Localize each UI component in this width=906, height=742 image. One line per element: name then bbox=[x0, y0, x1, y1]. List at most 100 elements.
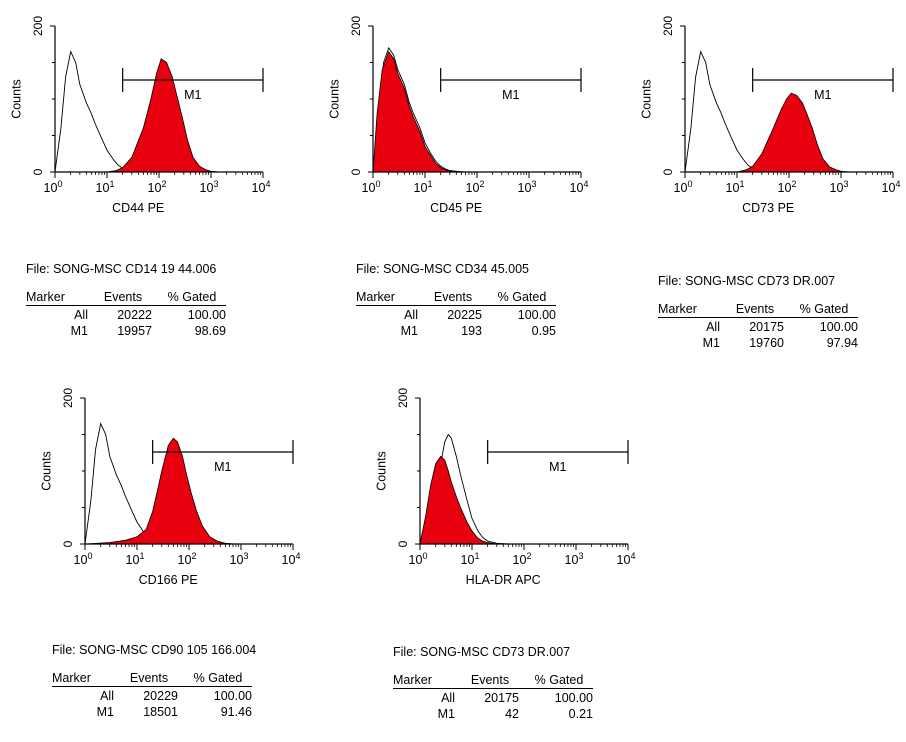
table-row: M1 193 0.95 bbox=[356, 322, 556, 338]
table-cell: All bbox=[404, 308, 418, 322]
file-title: File: SONG-MSC CD73 DR.007 bbox=[658, 274, 836, 288]
x-axis-label: HLA-DR APC bbox=[466, 573, 541, 587]
x-tick-label: 102 bbox=[148, 179, 167, 195]
x-tick-label: 104 bbox=[252, 179, 271, 195]
column-header: Marker bbox=[356, 290, 424, 306]
x-tick-label: 104 bbox=[882, 179, 901, 195]
table-cell: 20175 bbox=[749, 320, 784, 334]
stats-block: File: SONG-MSC CD14 19 44.006 Marker Eve… bbox=[26, 262, 226, 338]
column-header: Events bbox=[726, 302, 790, 318]
x-tick-label: 103 bbox=[565, 551, 584, 567]
x-tick-label: 104 bbox=[617, 551, 636, 567]
file-title: File: SONG-MSC CD34 45.005 bbox=[356, 262, 529, 276]
column-header: Events bbox=[461, 673, 525, 689]
stats-table: Marker Events % Gated All 20225 100.00 M… bbox=[356, 290, 556, 338]
column-header: % Gated bbox=[488, 290, 556, 306]
stats-table: Marker Events % Gated All 20175 100.00 M… bbox=[658, 302, 858, 350]
table-cell: All bbox=[441, 691, 455, 705]
table-cell: 19957 bbox=[117, 324, 152, 338]
y-tick-label: 200 bbox=[661, 16, 675, 36]
column-header: Events bbox=[94, 290, 158, 306]
y-axis-label: Counts bbox=[327, 79, 341, 119]
y-tick-label: 200 bbox=[61, 388, 75, 408]
y-tick-label: 200 bbox=[349, 16, 363, 36]
x-tick-label: 103 bbox=[200, 179, 219, 195]
x-tick-label: 101 bbox=[414, 179, 433, 195]
table-row: All 20225 100.00 bbox=[356, 306, 556, 322]
stats-block: File: SONG-MSC CD90 105 166.004 Marker E… bbox=[52, 643, 256, 719]
x-tick-label: 102 bbox=[513, 551, 532, 567]
table-cell: 98.69 bbox=[194, 324, 226, 338]
x-tick-label: 103 bbox=[518, 179, 537, 195]
table-row: All 20229 100.00 bbox=[52, 687, 252, 703]
column-header: % Gated bbox=[184, 671, 252, 687]
table-cell: 100.00 bbox=[554, 691, 593, 705]
x-tick-label: 102 bbox=[178, 551, 197, 567]
histogram-panel: 0 200 Counts 100 101 102 103 104 CD45 PE M1 bbox=[318, 8, 588, 228]
x-tick-label: 104 bbox=[570, 179, 589, 195]
table-cell: All bbox=[706, 320, 720, 334]
y-tick-label: 0 bbox=[349, 168, 363, 175]
table-row: All 20222 100.00 bbox=[26, 306, 226, 322]
table-cell: 100.00 bbox=[517, 308, 556, 322]
y-axis-label: Counts bbox=[9, 79, 23, 119]
series-stained-area bbox=[419, 455, 509, 545]
table-header-row: Marker Events % Gated bbox=[658, 302, 858, 318]
file-title: File: SONG-MSC CD73 DR.007 bbox=[393, 645, 571, 659]
table-cell: All bbox=[100, 689, 114, 703]
stats-block: File: SONG-MSC CD73 DR.007 Marker Events… bbox=[393, 645, 593, 721]
stats-table: Marker Events % Gated All 20229 100.00 M… bbox=[52, 671, 252, 719]
series-control-line bbox=[54, 50, 139, 173]
gate-label: M1 bbox=[214, 460, 231, 474]
table-header-row: Marker Events % Gated bbox=[52, 671, 252, 687]
table-cell: 100.00 bbox=[213, 689, 252, 703]
histogram-chart: 0 200 Counts 100 101 102 103 104 CD166 PE M1 bbox=[39, 388, 300, 587]
x-axis-label: CD44 PE bbox=[112, 201, 164, 215]
column-header: Marker bbox=[26, 290, 94, 306]
x-tick-label: 101 bbox=[126, 551, 145, 567]
series-stained-area bbox=[685, 92, 851, 173]
table-cell: M1 bbox=[96, 705, 114, 719]
table-cell: 20222 bbox=[117, 308, 152, 322]
gate-label: M1 bbox=[184, 88, 201, 102]
table-cell: 0.21 bbox=[568, 707, 593, 721]
table-cell: 97.94 bbox=[826, 336, 858, 350]
gate-label: M1 bbox=[502, 88, 519, 102]
y-axis-label: Counts bbox=[639, 79, 653, 119]
x-tick-label: 104 bbox=[282, 551, 301, 567]
table-cell: M1 bbox=[702, 336, 720, 350]
series-control-line bbox=[372, 46, 466, 173]
series-stained-area bbox=[55, 58, 221, 173]
table-cell: 91.46 bbox=[220, 705, 252, 719]
table-header-row: Marker Events % Gated bbox=[356, 290, 556, 306]
x-tick-label: 101 bbox=[96, 179, 115, 195]
table-cell: 19760 bbox=[749, 336, 784, 350]
x-tick-label: 100 bbox=[409, 551, 428, 567]
y-tick-label: 0 bbox=[61, 540, 75, 547]
table-cell: 20229 bbox=[143, 689, 178, 703]
table-row: All 20175 100.00 bbox=[393, 689, 593, 705]
x-tick-label: 100 bbox=[674, 179, 693, 195]
file-title: File: SONG-MSC CD14 19 44.006 bbox=[26, 262, 217, 276]
table-cell: 20225 bbox=[447, 308, 482, 322]
table-row: M1 18501 91.46 bbox=[52, 703, 252, 719]
histogram-chart: 0 200 Counts 100 101 102 103 104 CD73 PE M1 bbox=[639, 16, 900, 215]
column-header: % Gated bbox=[158, 290, 226, 306]
x-tick-label: 101 bbox=[461, 551, 480, 567]
column-header: Events bbox=[120, 671, 184, 687]
series-control-line bbox=[684, 50, 769, 173]
series-stained-area bbox=[84, 437, 237, 545]
column-header: Marker bbox=[52, 671, 120, 687]
column-header: % Gated bbox=[790, 302, 858, 318]
y-tick-label: 0 bbox=[31, 168, 45, 175]
y-axis-label: Counts bbox=[39, 451, 53, 491]
table-row: All 20175 100.00 bbox=[658, 318, 858, 334]
table-cell: 100.00 bbox=[819, 320, 858, 334]
x-tick-label: 103 bbox=[230, 551, 249, 567]
table-cell: M1 bbox=[437, 707, 455, 721]
x-axis-label: CD45 PE bbox=[430, 201, 482, 215]
table-cell: 18501 bbox=[143, 705, 178, 719]
series-stained-area bbox=[372, 50, 466, 173]
table-cell: 42 bbox=[505, 707, 519, 721]
column-header: Events bbox=[424, 290, 488, 306]
